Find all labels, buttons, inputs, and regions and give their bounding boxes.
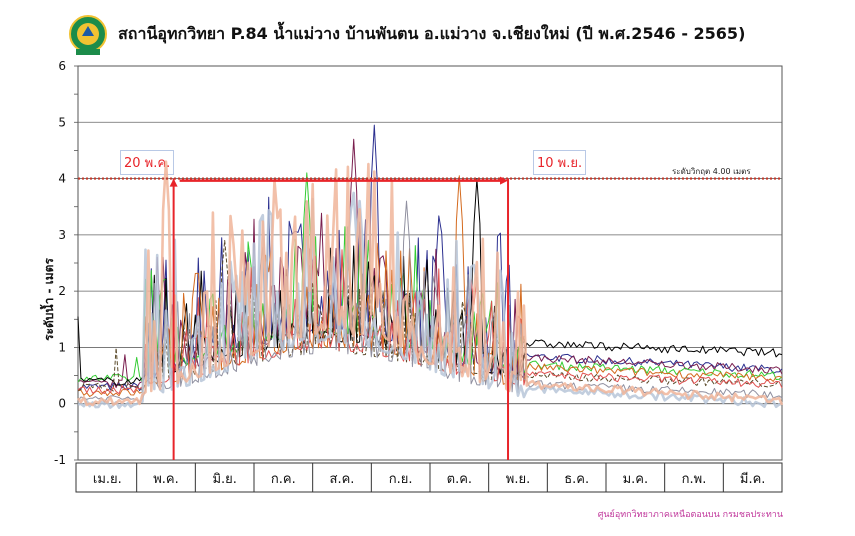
- month-label: พ.ย.: [506, 472, 530, 487]
- logo-seal: [68, 14, 108, 56]
- credit-text: ศูนย์อุทกวิทยาภาคเหนือตอนบน กรมชลประทาน: [597, 510, 783, 520]
- month-label: ก.พ.: [682, 472, 707, 487]
- series-line: [76, 160, 784, 407]
- month-label: มิ.ย.: [212, 472, 236, 487]
- month-label: มี.ค.: [740, 471, 766, 487]
- y-tick-label: 1: [58, 340, 66, 354]
- window-start-arrow: [169, 178, 178, 187]
- month-label: ต.ค.: [447, 472, 472, 487]
- critical-level-label: ระดับวิกฤต 4.00 เมตร: [672, 167, 751, 176]
- y-tick-label: 5: [58, 115, 66, 129]
- month-label: ธ.ค.: [564, 472, 589, 487]
- plot-frame: [77, 65, 783, 461]
- month-label: ก.ย.: [389, 472, 413, 487]
- chart-title: สถานีอุทกวิทยา P.84 น้ำแม่วาง บ้านพันตน …: [118, 24, 746, 43]
- y-tick-label: 6: [58, 59, 66, 73]
- window-end-label: 10 พ.ย.: [533, 150, 587, 175]
- month-label: ม.ค.: [623, 472, 649, 487]
- month-label: พ.ค.: [153, 472, 179, 487]
- y-tick-label: 3: [58, 228, 66, 242]
- series-line: [77, 178, 783, 386]
- y-tick-label: 2: [58, 284, 66, 298]
- month-label: ก.ค.: [271, 472, 296, 487]
- series-line: [77, 191, 783, 410]
- y-tick-label: 4: [58, 172, 66, 186]
- y-tick-label: -1: [54, 453, 66, 467]
- month-label: ส.ค.: [330, 472, 355, 487]
- window-end-arrow: [500, 176, 509, 185]
- month-strip: [75, 462, 783, 493]
- month-label: เม.ย.: [93, 472, 122, 487]
- y-tick-label: 0: [58, 397, 66, 411]
